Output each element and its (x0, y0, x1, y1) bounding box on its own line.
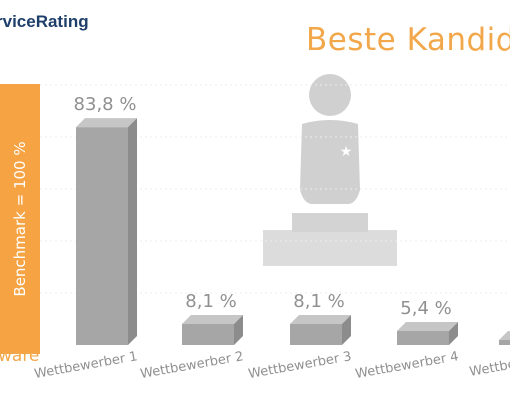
podium-base (263, 230, 397, 266)
bar-1 (76, 127, 128, 346)
bar-5 (499, 340, 510, 345)
category-label-3: Wettbewerber 3 (247, 349, 353, 382)
bar-2-side (234, 314, 243, 345)
person-body (300, 120, 360, 204)
headline: Beste Kandida (306, 22, 510, 58)
category-labels: Wettbewerber 1 Wettbewerber 2 Wettbewerber… (33, 349, 510, 382)
category-label-1: Wettbewerber 1 (33, 349, 139, 382)
category-label-2: Wettbewerber 2 (139, 349, 245, 382)
bar-4-top (397, 321, 458, 331)
bar-3-top (290, 314, 351, 324)
bar-4 (397, 330, 449, 345)
bar-3-side (342, 314, 351, 345)
value-label-1: 83,8 % (74, 94, 137, 115)
ware-label: ware (0, 346, 40, 366)
bar-3 (290, 323, 342, 345)
category-label-5: Wettbewerber (468, 349, 510, 380)
benchmark-bar (0, 84, 40, 354)
podium-top (292, 213, 368, 232)
star-icon: ★ (340, 144, 353, 160)
value-label-4: 5,4 % (400, 298, 451, 319)
gridlines (40, 84, 510, 294)
bars (76, 118, 510, 346)
bar-1-side (128, 118, 137, 346)
category-label-4: Wettbewerber 4 (354, 349, 460, 382)
value-label-2: 8,1 % (185, 291, 236, 312)
bar-2-top (182, 314, 243, 324)
value-labels: 83,8 % 8,1 % 8,1 % 5,4 % (74, 94, 452, 319)
bar-5-top (499, 331, 510, 340)
brand-logo-text: rviceRating (0, 12, 89, 31)
value-label-3: 8,1 % (293, 291, 344, 312)
bar-1-top (76, 118, 137, 128)
bar-2 (182, 323, 234, 345)
bar-4-side (449, 321, 458, 345)
